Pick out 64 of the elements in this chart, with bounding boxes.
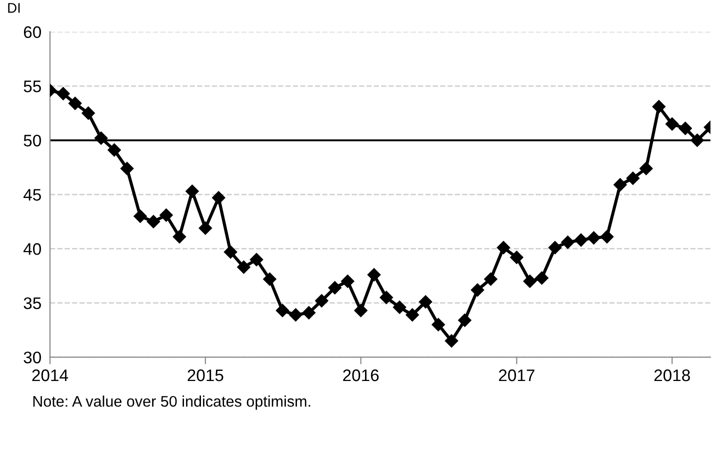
point: [68, 96, 82, 110]
point: [666, 117, 679, 131]
point: [600, 230, 614, 244]
point: [678, 122, 692, 135]
point: [186, 184, 199, 198]
point: [315, 294, 328, 308]
point: [548, 241, 562, 254]
text: Note: A value over 50 indicates optimism.: [33, 396, 310, 410]
point: [82, 106, 95, 120]
point: [212, 191, 226, 204]
point: [484, 272, 498, 286]
x-tick-label: 2016: [343, 369, 379, 382]
point: [561, 236, 574, 249]
y-tick-label: 45: [23, 189, 41, 201]
point: [237, 260, 250, 274]
x-tick-label: 2015: [188, 369, 224, 382]
point: [224, 245, 238, 259]
point: [302, 306, 316, 320]
point: [120, 162, 134, 176]
y-tick-label: 30: [24, 352, 41, 364]
x-tick-label: 2017: [498, 369, 534, 382]
point: [535, 271, 548, 285]
point: [640, 162, 653, 176]
point: [626, 172, 640, 185]
point: [276, 304, 290, 318]
point: [56, 87, 70, 100]
point: [328, 281, 342, 294]
point: [146, 215, 160, 228]
point: [432, 318, 445, 332]
point: [108, 143, 121, 157]
point: [418, 295, 432, 308]
point: [574, 233, 588, 247]
point: [341, 274, 354, 288]
y-tick-label: 40: [23, 243, 41, 255]
y-tick-label: 55: [24, 80, 41, 92]
x-tick-label: 2014: [32, 369, 68, 382]
point: [690, 134, 704, 147]
point: [134, 210, 147, 223]
point: [354, 304, 368, 318]
y-tick-label: 50: [24, 134, 41, 146]
y-tick-label: 60: [24, 26, 41, 38]
point: [380, 290, 393, 304]
point: [444, 334, 458, 348]
point: [523, 274, 536, 288]
point: [510, 250, 524, 264]
point: [406, 308, 419, 322]
point: [198, 222, 212, 235]
point: [587, 231, 600, 244]
point: [250, 252, 264, 266]
point: [496, 241, 510, 254]
point: [94, 132, 108, 145]
point: [614, 178, 627, 192]
point: [652, 100, 666, 114]
point: [160, 208, 173, 222]
point: [172, 230, 186, 244]
x-tick-label: 2018: [654, 369, 690, 382]
point: [470, 283, 484, 297]
point: [263, 272, 276, 286]
point: [289, 308, 302, 322]
point: [392, 300, 406, 314]
y-axis-title: DI: [8, 3, 20, 13]
point: [458, 314, 472, 327]
y-tick-label: 35: [24, 297, 41, 310]
point: [367, 268, 381, 282]
